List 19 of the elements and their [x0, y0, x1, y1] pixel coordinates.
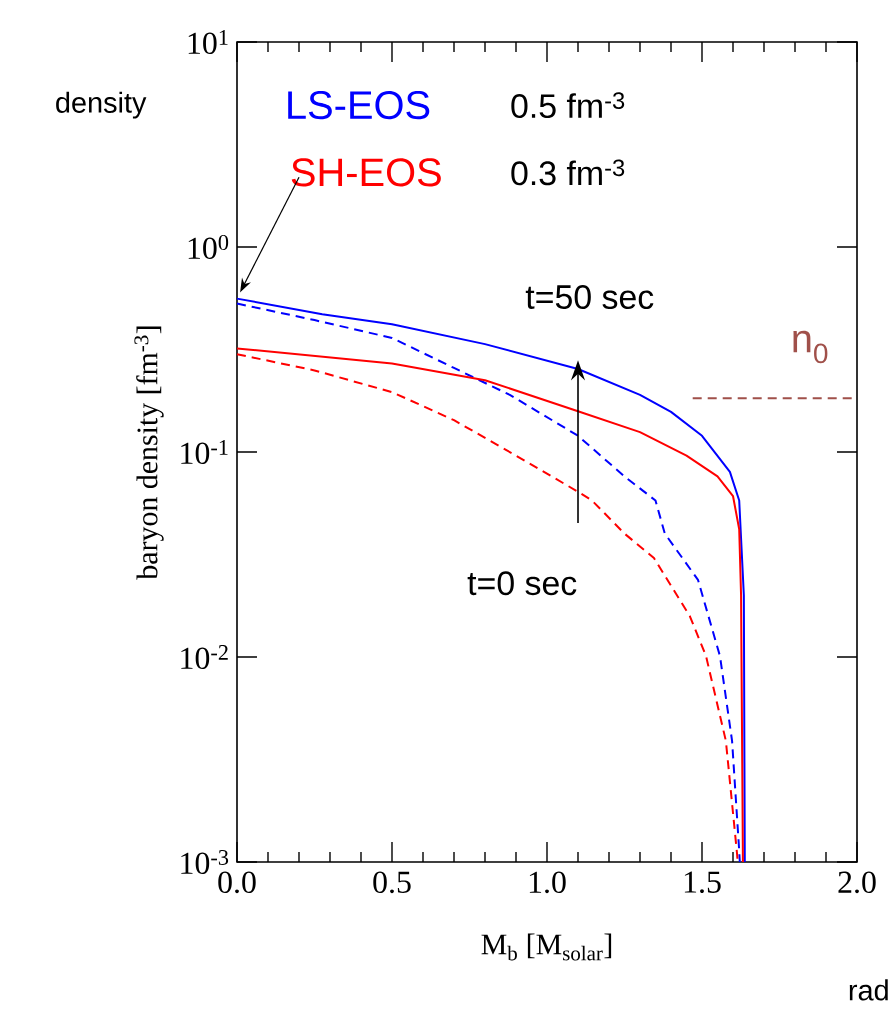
y-tick-label: 10$^{1}$: [188, 29, 228, 55]
x-tick-label: 2.0: [838, 871, 876, 894]
annotation: 0.3 fm$^{-3}$: [511, 159, 625, 186]
annotation: t=0 sec: [467, 571, 577, 596]
x-axis-title: M$_{b}$ [M$_{solar}$]: [481, 933, 612, 961]
annotation: t=50 sec: [525, 285, 654, 310]
y-axis-title: baryon density [fm$^{-3}$]: [134, 326, 164, 580]
x-tick-label: 0.5: [373, 871, 411, 894]
y-tick-label: 10$^{0}$: [188, 234, 229, 260]
text: density: [56, 91, 147, 119]
annotation: 0.5 fm$^{-3}$: [511, 92, 625, 119]
legend-label: LS-EOS: [288, 91, 430, 120]
x-tick-label: 1.0: [529, 871, 566, 894]
y-tick-label: 10$^{-2}$: [181, 644, 228, 670]
text: rad: [849, 979, 888, 1001]
y-tick-label: 10$^{-1}$: [181, 439, 228, 465]
text: SH-EOS: [291, 158, 441, 187]
x-tick-label: 1.5: [684, 871, 721, 894]
series-label: n$_{0}$: [793, 330, 828, 364]
